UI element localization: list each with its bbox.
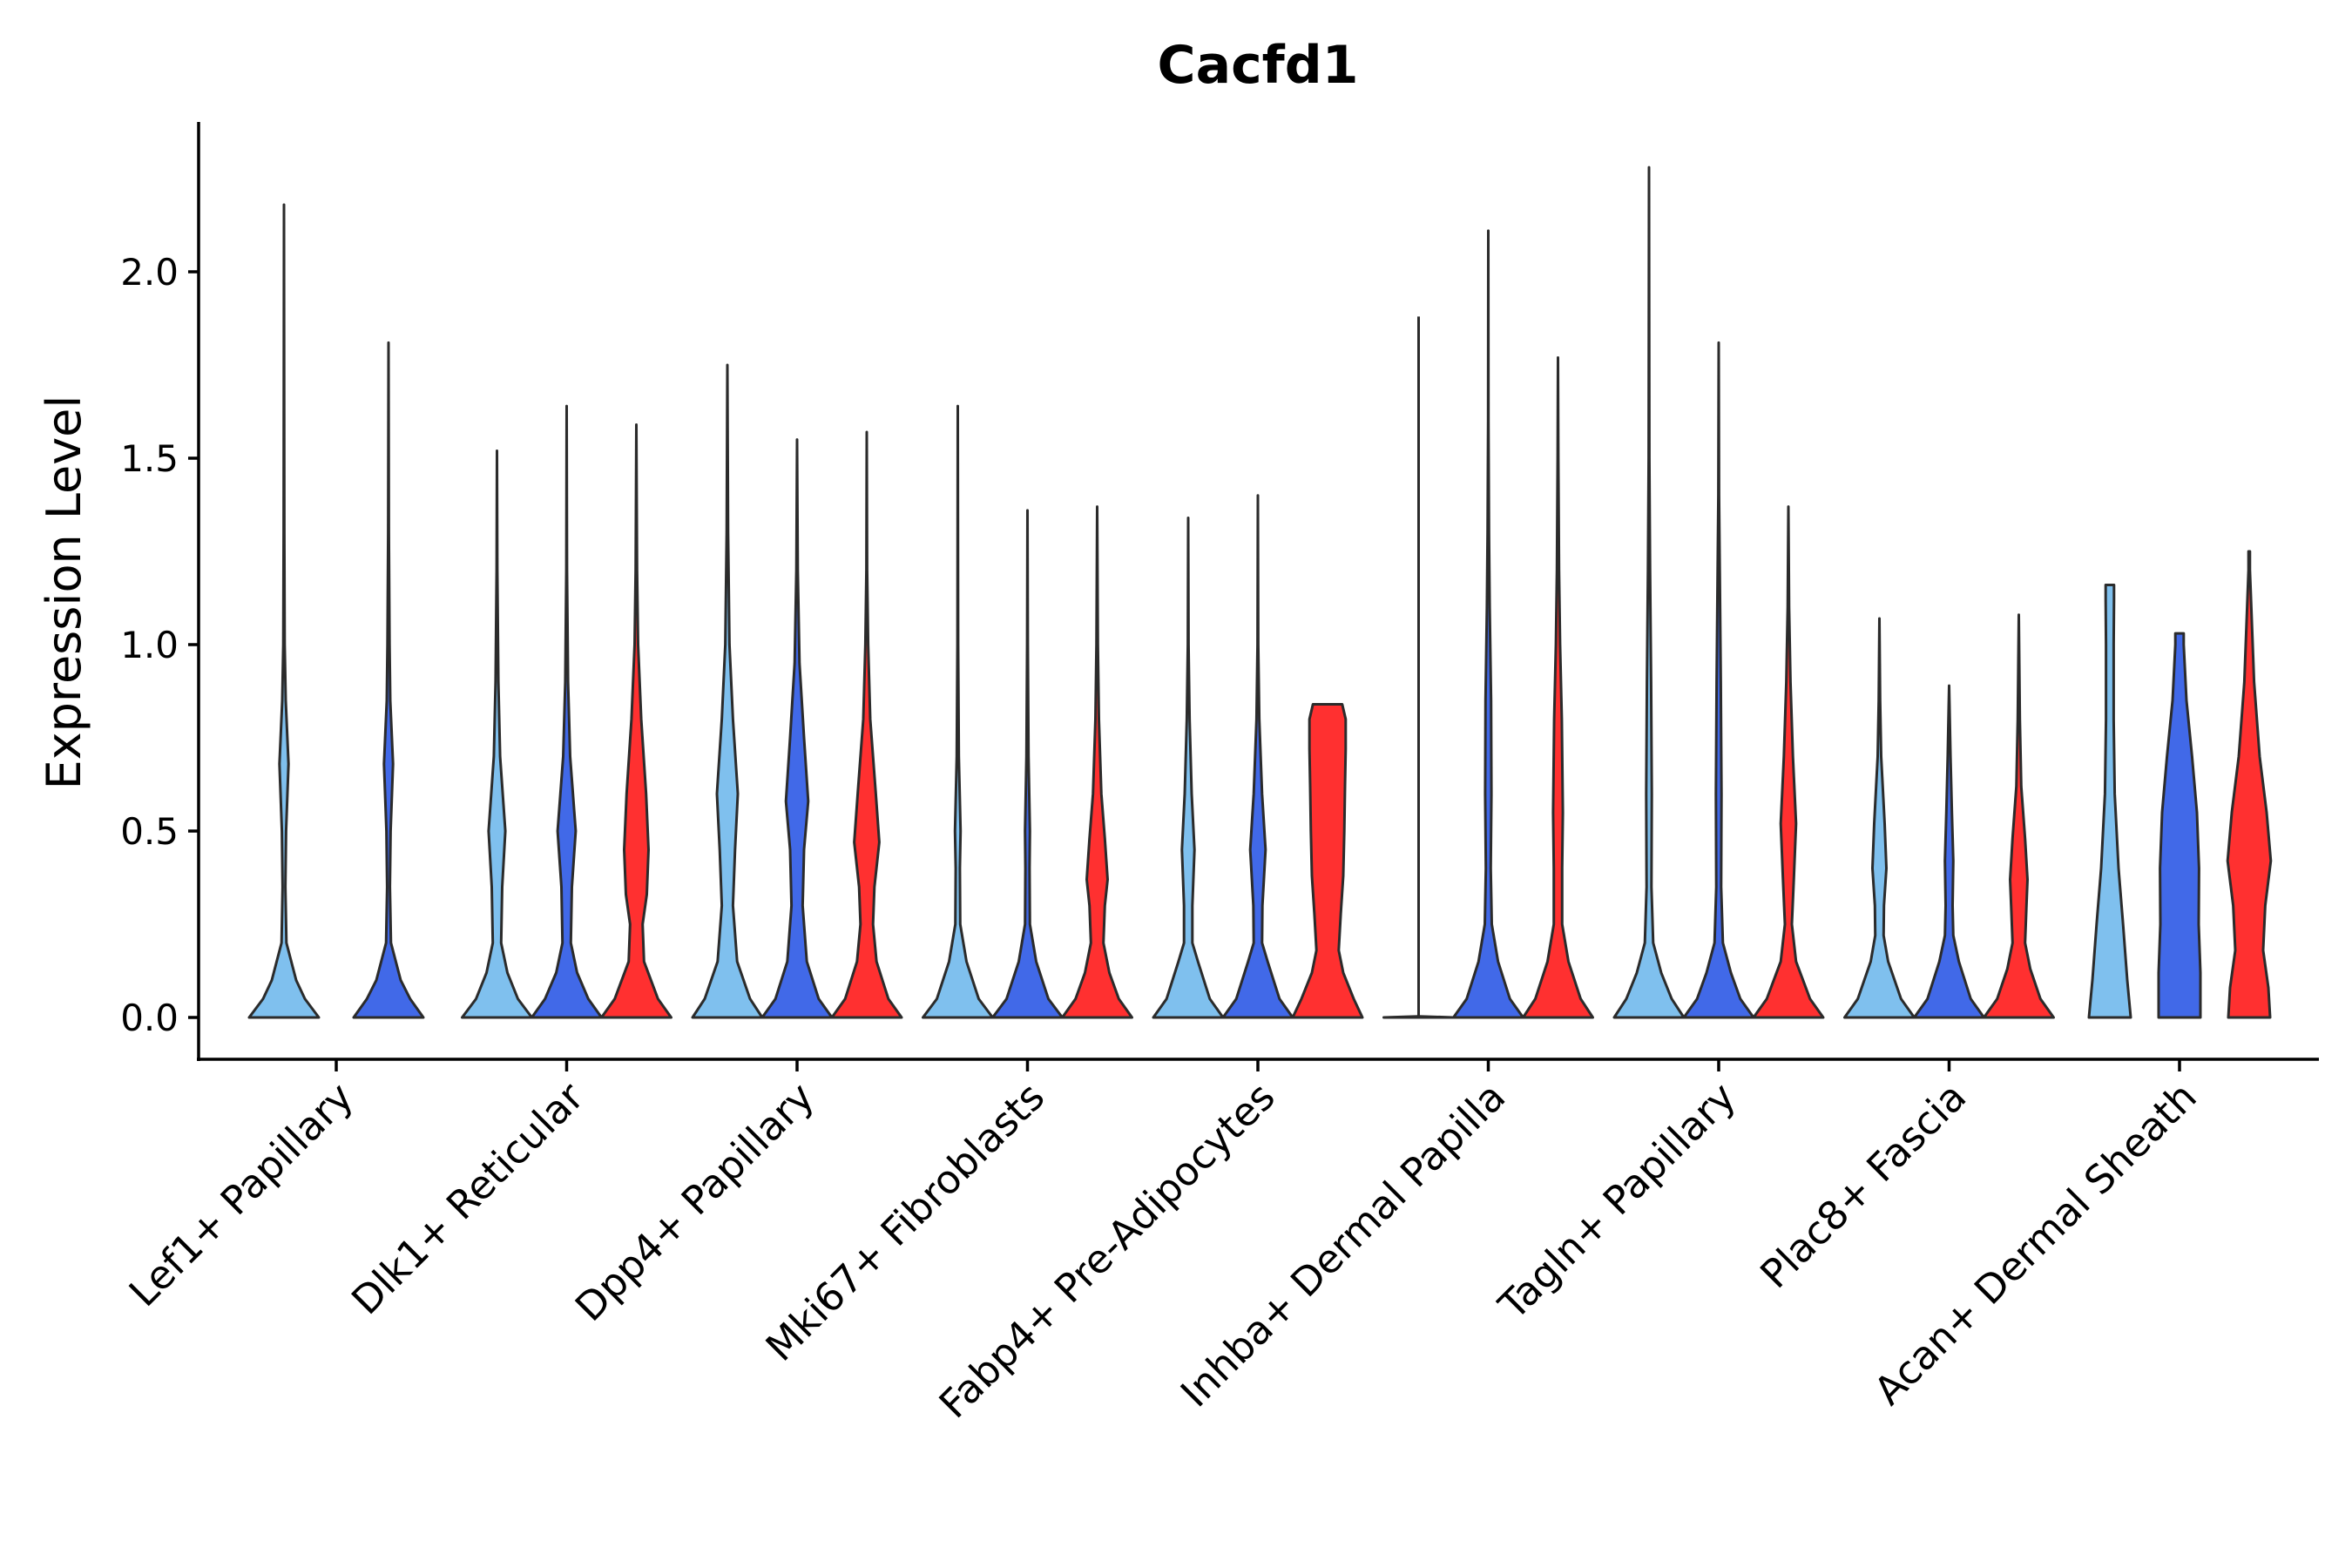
violin-group-2 [760, 438, 834, 1019]
violin-group-2 [531, 404, 603, 1019]
violin-group-1 [1843, 617, 1916, 1019]
violin-group-2 [2157, 632, 2202, 1019]
violin-group-2 [991, 509, 1064, 1019]
violin-group-1 [922, 404, 994, 1019]
violins-layer [247, 166, 2273, 1019]
y-tick-label: 0.0 [120, 997, 179, 1039]
chart-title: Cacfd1 [1158, 35, 1359, 96]
violin-group-3 [600, 422, 672, 1019]
violin-group-1 [247, 203, 321, 1019]
violin-group-2 [1221, 494, 1294, 1019]
y-axis-label: Expression Level [37, 395, 91, 790]
y-tick-label: 1.5 [120, 437, 179, 480]
y-tick-label: 0.5 [120, 810, 179, 853]
violin-group-1 [2087, 584, 2132, 1019]
violin-group-3 [1983, 613, 2055, 1019]
violin-group-2 [1913, 684, 1985, 1019]
violin-group-1 [1612, 166, 1686, 1019]
y-tick-label: 2.0 [120, 251, 179, 294]
violin-group-3 [2226, 550, 2273, 1019]
violin-group-2 [1682, 341, 1755, 1019]
violin-group-1 [691, 363, 764, 1019]
violin-group-3 [830, 430, 903, 1019]
x-tick-label: Plac8+ Fascia [1751, 1073, 1975, 1297]
violin-group-3 [1061, 505, 1133, 1019]
violin-group-1 [461, 449, 533, 1019]
x-tick-label: Lef1+ Papillary [120, 1073, 362, 1315]
violin-group-3 [1522, 355, 1594, 1019]
x-tick-label: Dlk1+ Reticular [342, 1073, 592, 1323]
y-axis-ticks: 0.0 0.5 1.0 1.5 2.0 [120, 251, 199, 1039]
violin-group-1 [1152, 516, 1225, 1019]
violin-group-3 [1291, 702, 1364, 1019]
x-tick-label: Dpp4+ Papillary [566, 1073, 823, 1330]
violin-group-2 [1452, 229, 1524, 1019]
x-tick-label: Tagln+ Papillary [1490, 1073, 1745, 1328]
y-tick-label: 1.0 [120, 624, 179, 666]
violin-group-3 [1752, 505, 1825, 1019]
violin-group-2 [352, 341, 425, 1019]
